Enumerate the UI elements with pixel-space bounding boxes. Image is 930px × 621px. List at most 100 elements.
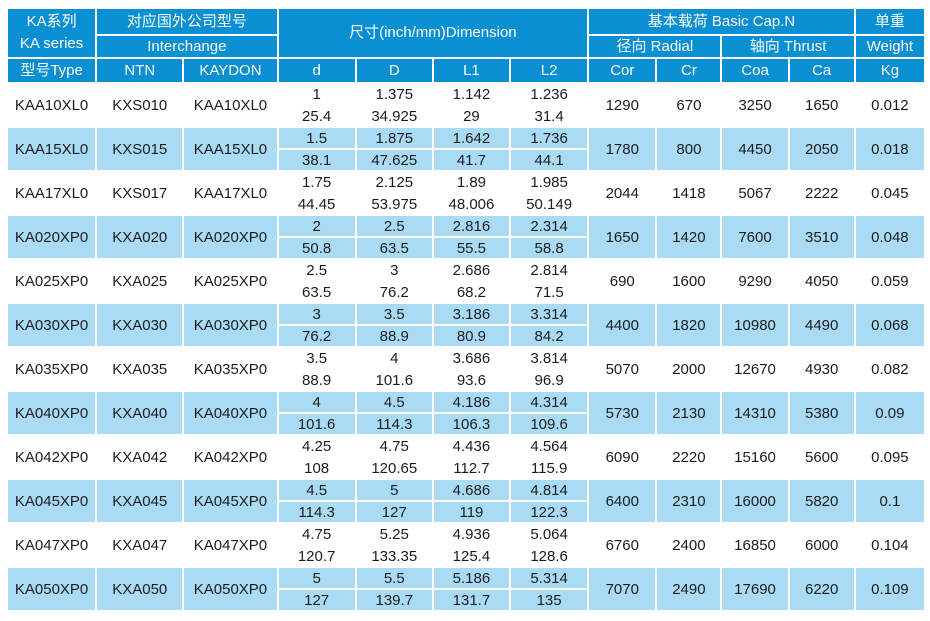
cell-D-mm: 88.9 — [356, 326, 432, 346]
cell-kaydon: KA020XP0 — [184, 216, 277, 258]
cell-d-mm: 101.6 — [278, 414, 355, 434]
header-dimension: 尺寸(inch/mm)Dimension — [278, 9, 588, 57]
cell-ntn: KXA042 — [97, 436, 183, 478]
cell-L1-inch: 3.686 — [433, 348, 510, 368]
cell-ca: 5380 — [789, 392, 854, 434]
cell-d-mm: 120.7 — [278, 546, 355, 566]
table-row: KA042XP0 KXA042 KA042XP0 4.25 4.75 4.436 4.564… — [8, 436, 924, 478]
table-row: KAA10XL0 KXS010 KAA10XL0 1 1.375 1.142 1.236 12… — [8, 84, 924, 126]
cell-kg: 0.068 — [855, 304, 924, 346]
header-col-coa: Coa — [722, 59, 788, 82]
cell-L1-mm: 80.9 — [433, 326, 510, 346]
header-series-cn: KA系列 — [26, 13, 77, 31]
header-col-D: D — [356, 59, 432, 82]
cell-D-inch: 1.875 — [356, 128, 432, 148]
cell-L1-inch: 2.816 — [433, 216, 510, 236]
cell-d-mm: 114.3 — [278, 502, 355, 522]
cell-cr: 1820 — [657, 304, 721, 346]
cell-cr: 2310 — [657, 480, 721, 522]
cell-L1-mm: 29 — [433, 106, 510, 126]
cell-ca: 2222 — [789, 172, 854, 214]
cell-D-mm: 47.625 — [356, 150, 432, 170]
cell-L2-mm: 84.2 — [511, 326, 588, 346]
cell-L2-inch: 1.236 — [511, 84, 588, 104]
cell-L2-mm: 115.9 — [511, 458, 588, 478]
cell-cr: 1600 — [657, 260, 721, 302]
cell-coa: 14310 — [722, 392, 788, 434]
cell-ca: 5820 — [789, 480, 854, 522]
cell-D-inch: 3.5 — [356, 304, 432, 324]
cell-d-mm: 44.45 — [278, 194, 355, 214]
cell-coa: 5067 — [722, 172, 788, 214]
cell-cor: 1650 — [589, 216, 656, 258]
cell-type: KA035XP0 — [8, 348, 96, 390]
cell-kg: 0.095 — [855, 436, 924, 478]
cell-L1-mm: 125.4 — [433, 546, 510, 566]
cell-d-inch: 5 — [278, 568, 355, 588]
table-row-mm: 44.45 53.975 48.006 50.149 — [8, 194, 924, 214]
cell-D-mm: 76.2 — [356, 282, 432, 302]
table-row-mm: 108 120.65 112.7 115.9 — [8, 458, 924, 478]
header-type: 型号Type — [8, 59, 96, 82]
cell-ntn: KXA040 — [97, 392, 183, 434]
cell-L1-inch: 1.142 — [433, 84, 510, 104]
cell-kg: 0.018 — [855, 128, 924, 170]
cell-coa: 4450 — [722, 128, 788, 170]
cell-kaydon: KA050XP0 — [184, 568, 277, 610]
cell-L2-mm: 31.4 — [511, 106, 588, 126]
cell-type: KA047XP0 — [8, 524, 96, 566]
cell-L2-mm: 44.1 — [511, 150, 588, 170]
cell-D-inch: 2.5 — [356, 216, 432, 236]
cell-L2-inch: 3.814 — [511, 348, 588, 368]
header-thrust: 轴向 Thrust — [722, 36, 854, 57]
cell-ntn: KXS015 — [97, 128, 183, 170]
cell-ntn: KXA047 — [97, 524, 183, 566]
cell-d-inch: 4.5 — [278, 480, 355, 500]
cell-cor: 4400 — [589, 304, 656, 346]
cell-D-mm: 114.3 — [356, 414, 432, 434]
cell-coa: 17690 — [722, 568, 788, 610]
table-row-mm: 127 139.7 131.7 135 — [8, 590, 924, 610]
cell-L1-inch: 4.936 — [433, 524, 510, 544]
cell-ca: 4930 — [789, 348, 854, 390]
header-ntn: NTN — [97, 59, 183, 82]
cell-cr: 2000 — [657, 348, 721, 390]
cell-D-mm: 133.35 — [356, 546, 432, 566]
cell-L1-mm: 55.5 — [433, 238, 510, 258]
cell-D-mm: 34.925 — [356, 106, 432, 126]
cell-d-inch: 1.75 — [278, 172, 355, 192]
cell-L2-inch: 1.736 — [511, 128, 588, 148]
cell-L1-inch: 2.686 — [433, 260, 510, 280]
cell-L2-mm: 58.8 — [511, 238, 588, 258]
cell-type: KAA10XL0 — [8, 84, 96, 126]
cell-coa: 3250 — [722, 84, 788, 126]
cell-type: KA042XP0 — [8, 436, 96, 478]
cell-cr: 1420 — [657, 216, 721, 258]
cell-L1-mm: 48.006 — [433, 194, 510, 214]
cell-kg: 0.1 — [855, 480, 924, 522]
header-interchange-cn: 对应国外公司型号 — [97, 9, 277, 34]
cell-kaydon: KA045XP0 — [184, 480, 277, 522]
cell-ca: 4050 — [789, 260, 854, 302]
table-row: KA047XP0 KXA047 KA047XP0 4.75 5.25 4.936 5.064… — [8, 524, 924, 566]
cell-kg: 0.012 — [855, 84, 924, 126]
cell-L1-mm: 131.7 — [433, 590, 510, 610]
cell-L1-inch: 1.89 — [433, 172, 510, 192]
cell-kaydon: KA040XP0 — [184, 392, 277, 434]
cell-cr: 800 — [657, 128, 721, 170]
table-row: KA045XP0 KXA045 KA045XP0 4.5 5 4.686 4.814 6400… — [8, 480, 924, 522]
header-col-L2: L2 — [511, 59, 588, 82]
cell-cor: 5070 — [589, 348, 656, 390]
cell-D-inch: 4 — [356, 348, 432, 368]
header-col-L1: L1 — [433, 59, 510, 82]
cell-L2-mm: 135 — [511, 590, 588, 610]
header-radial: 径向 Radial — [589, 36, 721, 57]
header-basic-cap: 基本载荷 Basic Cap.N — [589, 9, 854, 34]
header-col-d: d — [278, 59, 355, 82]
cell-d-inch: 2 — [278, 216, 355, 236]
cell-coa: 10980 — [722, 304, 788, 346]
header-interchange-en: Interchange — [97, 36, 277, 57]
cell-L2-inch: 2.314 — [511, 216, 588, 236]
cell-L1-inch: 3.186 — [433, 304, 510, 324]
header-col-ca: Ca — [789, 59, 854, 82]
